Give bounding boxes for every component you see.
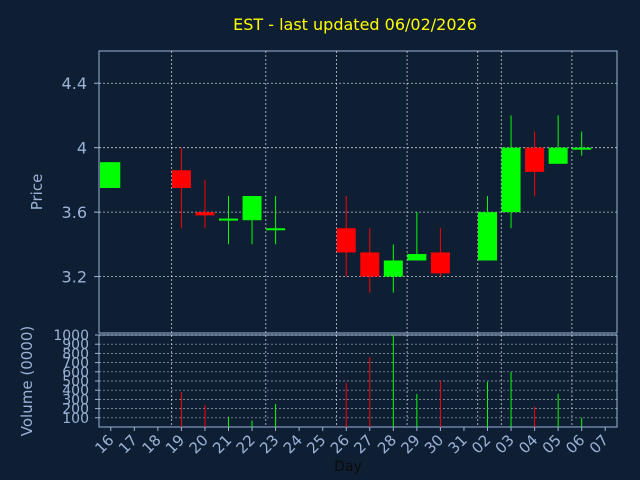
candle-body	[219, 218, 238, 221]
candle-body	[195, 212, 215, 216]
candle-body	[336, 228, 356, 253]
x-tick-label: 20	[186, 431, 212, 457]
volume-tick-label: 300	[62, 392, 89, 408]
x-tick-label: 07	[586, 431, 612, 457]
candle-body	[242, 196, 262, 221]
candle-body	[100, 162, 121, 188]
candle-body	[501, 147, 521, 213]
volume-tick-label: 600	[62, 365, 89, 381]
price-tick-label: 3.2	[62, 268, 87, 287]
volume-tick-label: 1000	[53, 328, 89, 344]
price-tick-label: 3.6	[62, 203, 87, 222]
candle-body	[572, 147, 592, 150]
candle-body	[407, 254, 427, 261]
x-tick-label: 06	[562, 431, 588, 457]
x-tick-label: 23	[256, 431, 282, 457]
candle-body	[478, 212, 497, 261]
x-axis-label: Day	[334, 459, 362, 475]
volume-tick-label: 800	[62, 346, 89, 362]
volume-tick-label: 100	[62, 411, 89, 427]
price-panel: 3.2 3.6 4 4.4	[62, 50, 618, 334]
volume-tick-label: 500	[62, 374, 89, 390]
volume-tick-label: 400	[62, 383, 89, 399]
price-axis-label: Price	[28, 174, 46, 211]
x-tick-label: 21	[209, 431, 235, 457]
x-tick-label: 22	[233, 431, 259, 457]
x-tick-label: 05	[539, 431, 565, 457]
candle-body	[430, 252, 450, 274]
price-tick-label: 4	[77, 139, 87, 158]
x-tick-label: 18	[138, 431, 164, 457]
candle-body	[171, 170, 191, 188]
x-tick-label: 04	[515, 431, 541, 457]
x-tick-label: 30	[421, 431, 447, 457]
volume-tick-label: 700	[62, 356, 89, 372]
chart-title: EST - last updated 06/02/2026	[233, 15, 477, 34]
x-tick-label: 25	[303, 431, 329, 457]
candle-body	[266, 228, 286, 231]
candle-body	[548, 147, 568, 164]
volume-tick-label: 900	[62, 337, 89, 353]
candle-body	[383, 260, 403, 277]
x-tick-label: 24	[280, 431, 306, 457]
x-tick-label: 03	[492, 431, 518, 457]
x-tick-label: 31	[445, 431, 471, 457]
price-plot-frame	[98, 50, 618, 334]
candle-body	[360, 252, 380, 277]
x-tick-label: 26	[327, 431, 353, 457]
x-tick-label: 17	[115, 431, 141, 457]
price-tick-label: 4.4	[62, 74, 87, 93]
x-tick-labels: 1617181920212223242526272829303102030405…	[91, 427, 612, 457]
x-tick-label: 16	[91, 431, 117, 457]
volume-axis-label: Volume (0000)	[18, 326, 36, 436]
x-tick-label: 29	[397, 431, 423, 457]
x-tick-label: 02	[468, 431, 494, 457]
x-tick-label: 19	[162, 431, 188, 457]
volume-tick-label: 200	[62, 402, 89, 418]
x-tick-label: 27	[350, 431, 376, 457]
x-tick-label: 28	[374, 431, 400, 457]
candle-body	[525, 147, 545, 172]
